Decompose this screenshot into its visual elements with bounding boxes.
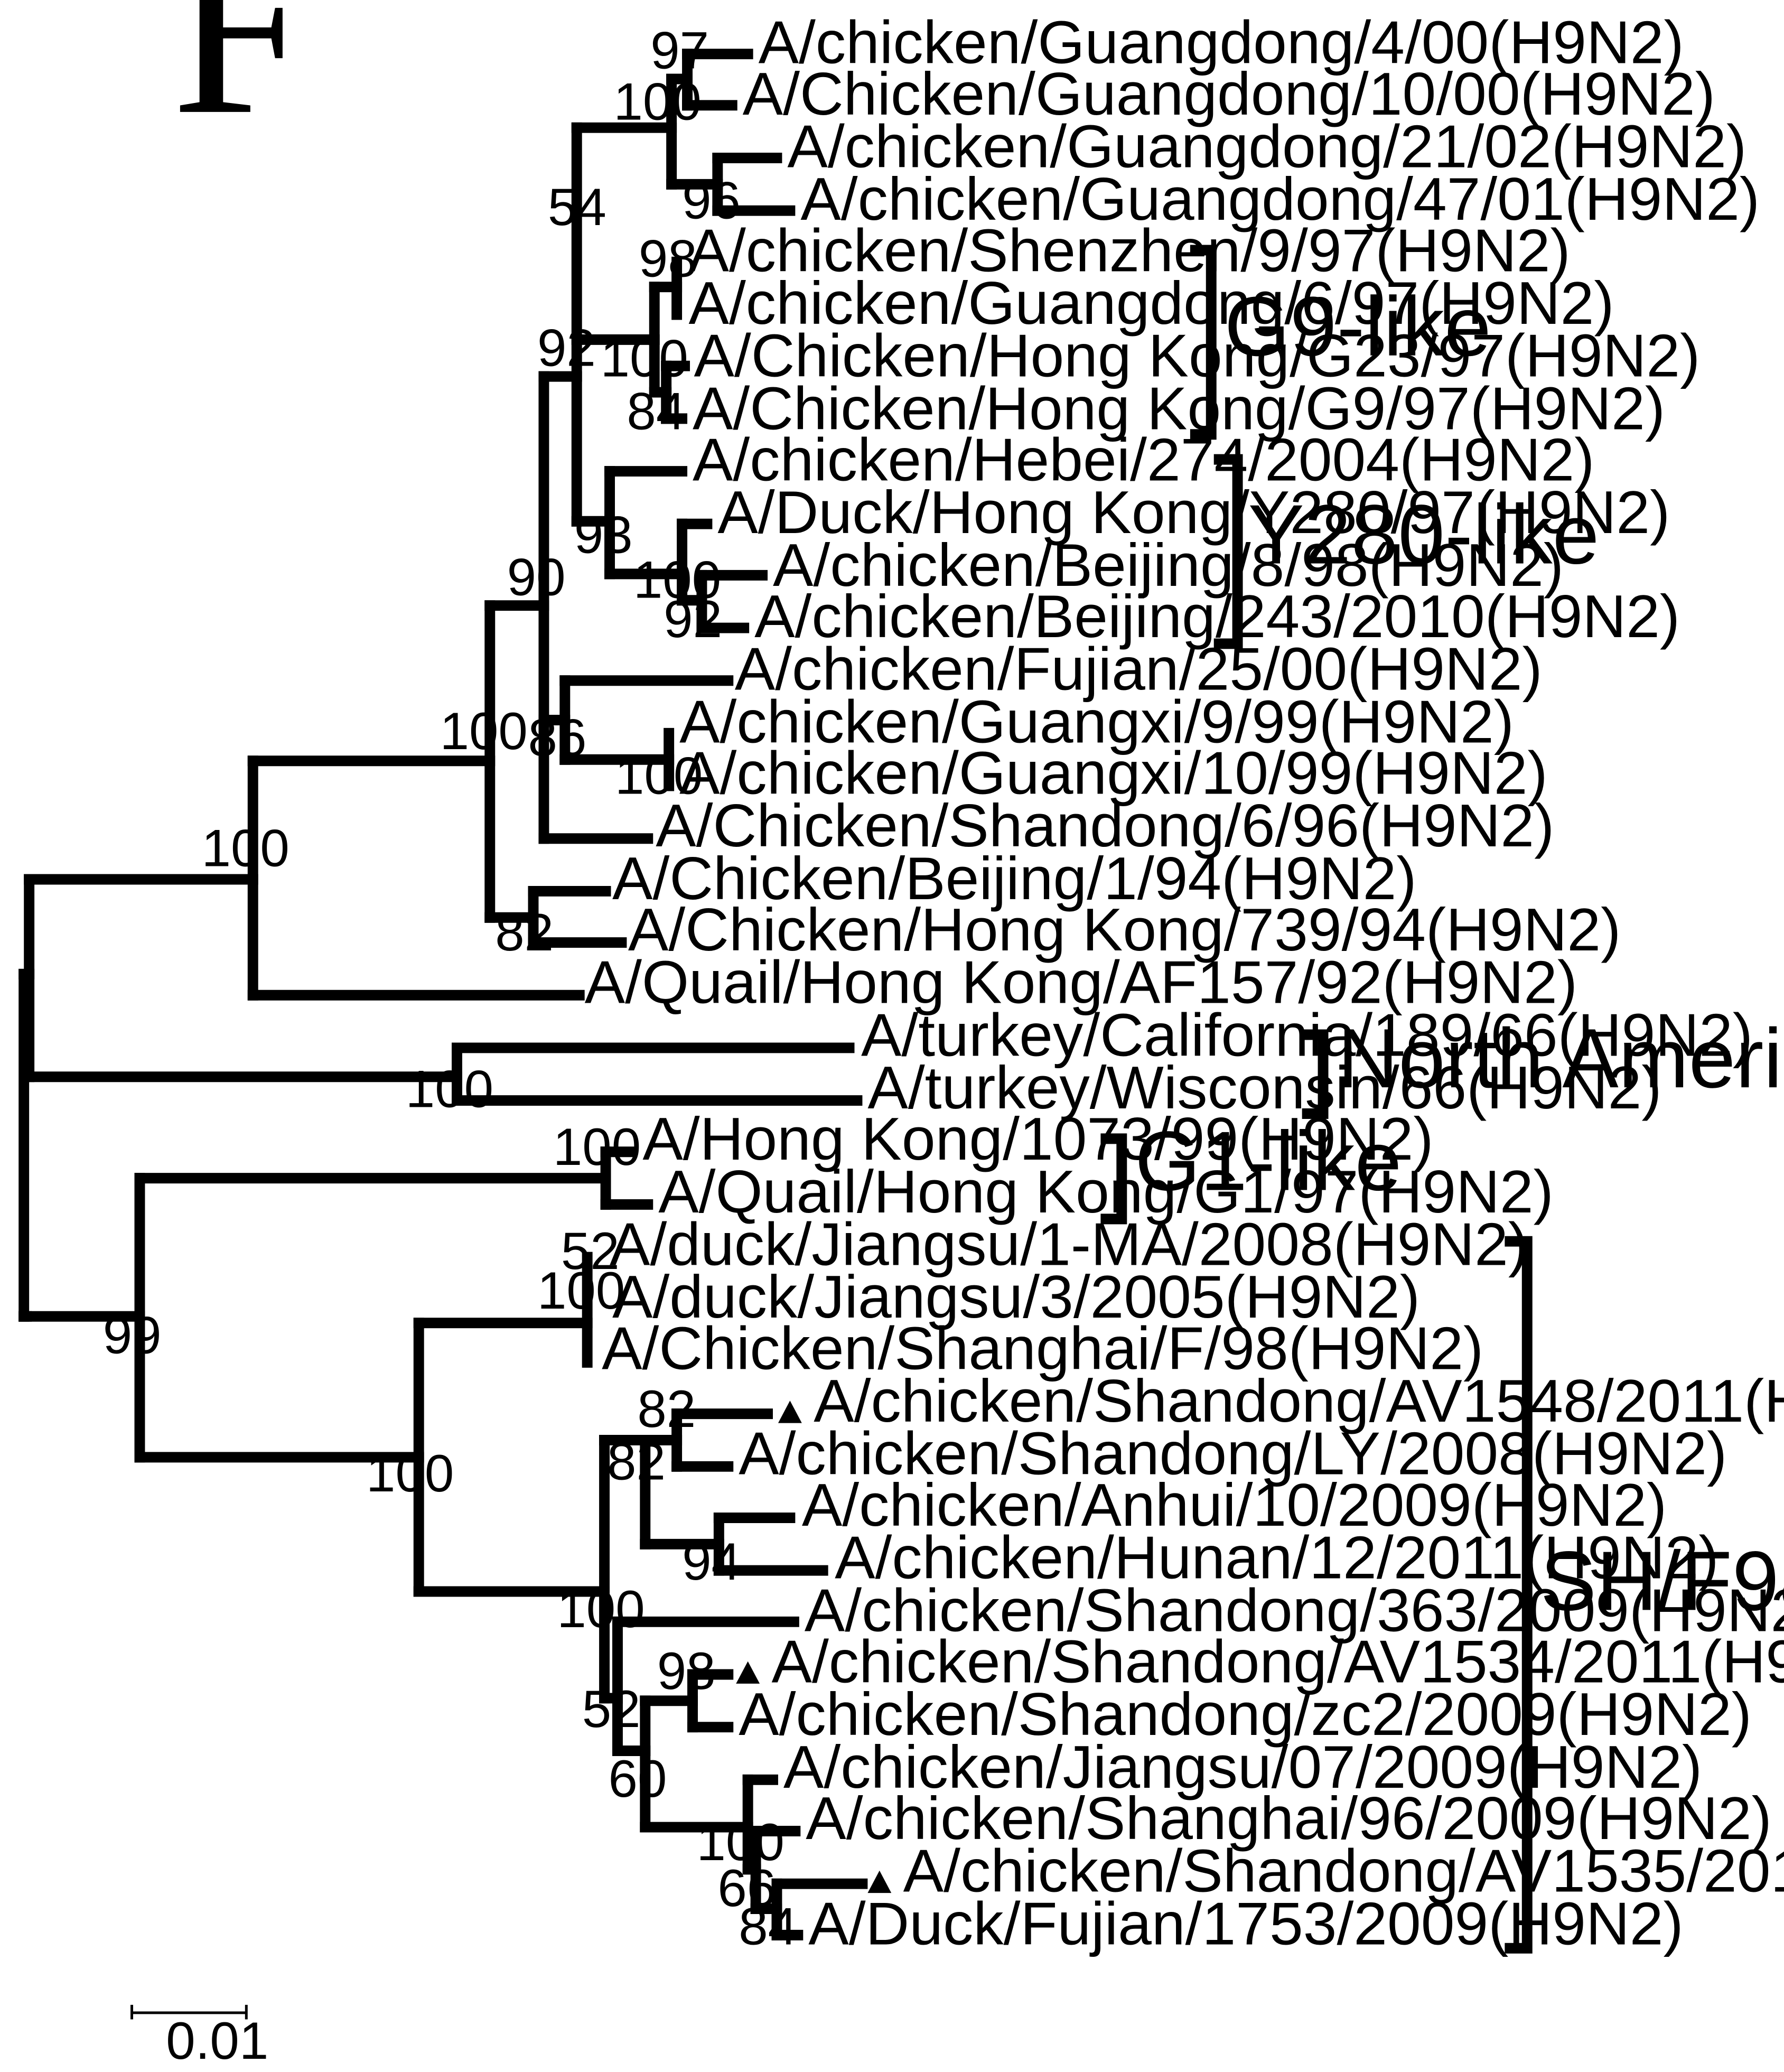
- taxon-label: A/chicken/Shanghai/96/2009(H9N2): [806, 1785, 1772, 1852]
- clade-bracket-north-america: [1302, 1029, 1329, 1119]
- highlight-markers: [736, 1401, 892, 1893]
- triangle-marker-icon: [778, 1401, 802, 1423]
- taxon-label: A/Duck/Hong Kong/Y280/97(H9N2): [717, 479, 1670, 546]
- clade-label-sh-f98: SH/F98-like: [1540, 1534, 1784, 1628]
- clade-label-y280: Y280-like: [1248, 487, 1600, 581]
- taxon-label: A/chicken/Guangdong/6/97(H9N2): [689, 269, 1614, 337]
- taxon-label: A/chicken/Jiangsu/07/2009(H9N2): [783, 1733, 1702, 1801]
- bootstrap-value: 100: [557, 1580, 645, 1639]
- bootstrap-value: 82: [637, 1380, 696, 1439]
- bootstrap-value: 52: [561, 1222, 620, 1281]
- taxon-label: A/chicken/Shandong/363/2009(H9N2): [805, 1576, 1784, 1644]
- taxon-label: A/Chicken/Hong Kong/G23/97(H9N2): [694, 322, 1700, 390]
- bootstrap-values: 97 100 96 54 98 100 84 92 93 100 92 90 8…: [103, 22, 797, 1956]
- bootstrap-value: 100: [696, 1813, 784, 1872]
- taxon-label: A/Duck/Fujian/1753/2009(H9N2): [808, 1890, 1683, 1957]
- taxon-label: A/Chicken/Hong Kong/G9/97(H9N2): [693, 375, 1665, 442]
- bootstrap-value: 92: [664, 590, 722, 649]
- scale-bar-label: 0.01: [166, 2012, 268, 2070]
- bootstrap-value: 60: [609, 1750, 667, 1808]
- bootstrap-value: 100: [406, 1060, 493, 1119]
- triangle-marker-icon: [736, 1661, 760, 1684]
- bootstrap-value: 98: [639, 229, 697, 288]
- bootstrap-value: 82: [495, 903, 554, 962]
- bootstrap-value: 66: [717, 1859, 776, 1918]
- panel-label: F: [171, 0, 310, 166]
- bootstrap-value: 92: [537, 319, 596, 378]
- taxon-label: A/chicken/Shenzhen/9/97(H9N2): [689, 217, 1571, 284]
- triangle-marker-icon: [867, 1870, 892, 1893]
- taxon-label: A/Chicken/Beijing/1/94(H9N2): [612, 845, 1417, 912]
- taxon-label: A/Hong Kong/1073/99(H9N2): [642, 1105, 1433, 1173]
- taxon-label: A/chicken/Guangxi/10/99(H9N2): [679, 740, 1548, 807]
- clade-bracket-y280: [1213, 454, 1243, 649]
- bootstrap-value: 84: [739, 1897, 797, 1956]
- taxon-label: A/chicken/Hunan/12/2011(H9N2): [835, 1524, 1718, 1592]
- bootstrap-value: 84: [627, 382, 685, 441]
- clade-label-g9: G9-like: [1225, 279, 1491, 374]
- bootstrap-value: 96: [682, 172, 741, 230]
- taxon-label: A/chicken/Guangdong/47/01(H9N2): [800, 165, 1760, 233]
- taxon-labels: A/chicken/Guangdong/4/00(H9N2) A/Chicken…: [585, 9, 1784, 1958]
- taxon-label: A/chicken/Guangdong/4/00(H9N2): [759, 9, 1684, 77]
- clade-bracket-sh-f98: [1505, 1236, 1533, 1954]
- bootstrap-value: 100: [601, 330, 688, 388]
- taxon-label: A/Quail/Hong Kong/AF157/92(H9N2): [585, 949, 1577, 1016]
- bootstrap-value: 100: [366, 1444, 454, 1503]
- clade-label-g1: G1-like: [1135, 1114, 1402, 1208]
- bootstrap-value: 100: [633, 550, 721, 609]
- taxon-label: A/chicken/Beijing/8/98(H9N2): [773, 531, 1564, 599]
- taxon-label: A/chicken/Shandong/LY/2008(H9N2): [739, 1420, 1727, 1488]
- bootstrap-value: 100: [553, 1118, 641, 1177]
- bootstrap-value: 100: [440, 702, 528, 761]
- clade-bracket-g9: [1190, 245, 1217, 440]
- bootstrap-value: 52: [582, 1680, 641, 1739]
- bootstrap-value: 100: [202, 819, 289, 878]
- taxon-label: A/turkey/Wisconsin/66(H9N2): [867, 1054, 1661, 1122]
- taxon-label: A/chicken/Fujian/25/00(H9N2): [735, 636, 1543, 703]
- bootstrap-value: 93: [574, 506, 633, 565]
- taxon-label: A/Chicken/Guangdong/10/00(H9N2): [743, 60, 1715, 128]
- bootstrap-value: 100: [615, 747, 703, 806]
- taxon-label: A/duck/Jiangsu/3/2005(H9N2): [612, 1263, 1420, 1331]
- bootstrap-value: 82: [607, 1433, 666, 1491]
- scale-bar: 0.01: [130, 2004, 268, 2070]
- taxon-label: A/chicken/Hebei/274/2004(H9N2): [693, 426, 1594, 493]
- taxon-label: A/chicken/Shandong/AV1548/2011(H9N2): [814, 1367, 1784, 1435]
- bootstrap-value: 86: [528, 708, 587, 767]
- taxon-label: A/Chicken/Shanghai/F/98(H9N2): [602, 1314, 1483, 1382]
- bootstrap-value: 100: [613, 73, 701, 132]
- bootstrap-value: 94: [682, 1533, 741, 1591]
- clade-label-north-america: North America: [1338, 1011, 1784, 1105]
- bootstrap-value: 90: [507, 548, 566, 606]
- taxon-label: A/duck/Jiangsu/1-MA/2008(H9N2): [610, 1211, 1528, 1278]
- tree-branches: [18, 49, 868, 1940]
- taxon-label: A/chicken/Shandong/zc2/2009(H9N2): [739, 1681, 1752, 1748]
- taxon-label: A/chicken/Guangxi/9/99(H9N2): [679, 688, 1514, 755]
- taxon-label: A/Chicken/Shandong/6/96(H9N2): [656, 792, 1554, 860]
- bootstrap-value: 100: [537, 1262, 625, 1320]
- taxon-label: A/chicken/Guangdong/21/02(H9N2): [787, 113, 1746, 180]
- bootstrap-value: 98: [657, 1642, 716, 1701]
- bootstrap-value: 99: [103, 1306, 162, 1365]
- taxon-label: A/chicken/Shandong/AV1535/2011(H9N2): [903, 1837, 1784, 1905]
- taxon-label: A/chicken/Shandong/AV1534/2011(H9N2): [772, 1628, 1784, 1695]
- clade-brackets: G9-like Y280-like North America G1-like …: [1100, 245, 1784, 1954]
- bootstrap-value: 97: [650, 22, 709, 80]
- bootstrap-value: 54: [548, 178, 606, 237]
- clade-bracket-g1: [1100, 1133, 1127, 1225]
- taxon-label: A/Chicken/Hong Kong/739/94(H9N2): [628, 896, 1621, 964]
